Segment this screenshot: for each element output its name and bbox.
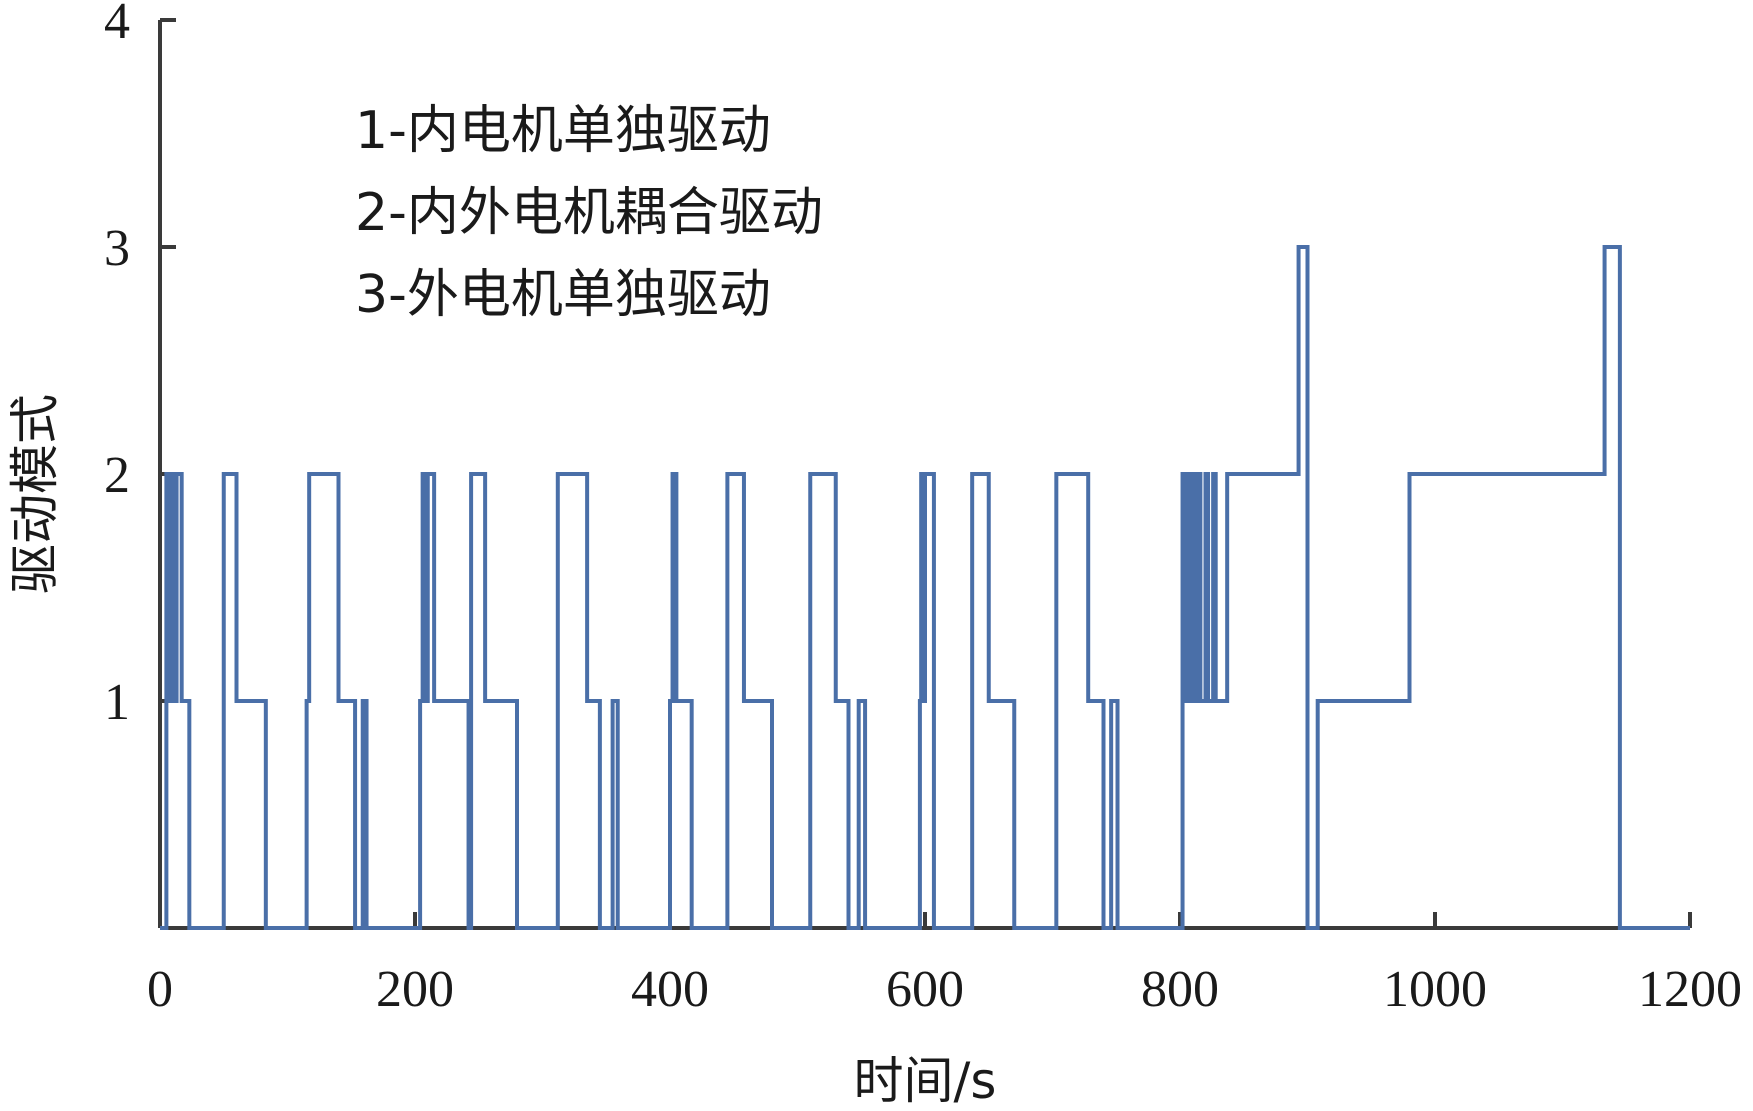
series-line-0	[160, 245, 1690, 930]
x-tick-label: 1200	[1638, 961, 1742, 1018]
legend-entry: 2-内外电机耦合驱动	[355, 183, 823, 243]
tick-labels: 0 200 400 600 800 1000 1200 1 2 3 4	[104, 0, 1742, 1018]
x-tick-label: 1000	[1383, 961, 1487, 1018]
x-axis-title: 时间/s	[854, 1052, 997, 1110]
x-tick-label: 0	[147, 961, 173, 1018]
x-tick-label: 200	[376, 961, 454, 1018]
x-tick-label: 800	[1141, 961, 1219, 1018]
legend-entry: 1-内电机单独驱动	[355, 101, 771, 161]
x-tick-label: 600	[886, 961, 964, 1018]
mode-legend: 1-内电机单独驱动 2-内外电机耦合驱动 3-外电机单独驱动	[355, 101, 823, 325]
series-group	[160, 245, 1690, 930]
x-tick-label: 400	[631, 961, 709, 1018]
y-tick-label: 4	[104, 0, 130, 50]
y-tick-label: 1	[104, 674, 130, 731]
legend-entry: 3-外电机单独驱动	[355, 265, 771, 325]
y-axis-title: 驱动模式	[6, 394, 64, 594]
y-tick-label: 2	[104, 447, 130, 504]
y-tick-label: 3	[104, 220, 130, 277]
